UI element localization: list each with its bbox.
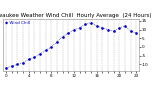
Title: Milwaukee Weather Wind Chill  Hourly Average  (24 Hours): Milwaukee Weather Wind Chill Hourly Aver… [0,13,152,18]
Text: ◆ Wind Chill: ◆ Wind Chill [5,20,29,24]
